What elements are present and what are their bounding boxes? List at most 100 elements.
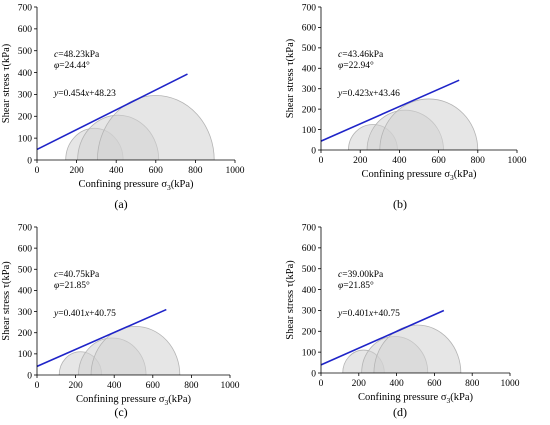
y-tick-label: 700 [302,223,317,233]
y-tick-label: 500 [302,44,317,54]
x-tick-label: 400 [109,166,124,176]
x-tick-label: 600 [431,156,446,166]
y-tick-label: 700 [18,223,33,233]
fit-equation: y=0.423x+43.46 [337,89,400,99]
fit-line [320,79,460,142]
chart-panel-c: 0 200 400 600 800 1000 0 100 200 300 400 500 600 700 C… [1,223,240,407]
chart-panel-b: 0 200 400 600 800 1000 0 100 200 300 400 500 600 700 C… [285,3,527,182]
y-tick-label: 400 [302,286,317,296]
y-tick-label: 500 [302,265,317,275]
x-tick-label: 600 [146,381,161,391]
x-axis-label-subscript: 3 [450,173,454,182]
y-tick-label: 300 [302,307,317,317]
friction-angle-annotation: φ=24.44° [54,60,90,71]
x-axis-label-subscript: 3 [164,398,168,407]
y-tick-label: 100 [18,350,33,360]
fit-equation: y=0.401x+40.75 [337,309,400,319]
x-tick-label: 200 [353,156,368,166]
x-tick-label: 0 [319,156,324,166]
y-axis-label: Shear stress τ(kPa) [285,38,296,118]
x-tick-label: 800 [465,379,480,389]
x-axis-label: Confining pressure σ3(kPa) [79,179,194,192]
x-tick-label: 1000 [226,166,245,176]
x-tick-label: 400 [389,379,404,389]
x-tick-label: 0 [319,379,324,389]
cohesion-annotation: c=48.23kPa [54,50,100,60]
y-tick-label: 700 [302,3,317,13]
mohr-circle-3 [373,324,462,373]
y-tick-label: 100 [302,126,317,136]
fit-line [36,73,188,151]
x-axis-label-unit: (kPa) [454,169,477,180]
y-tick-label: 200 [302,328,317,338]
x-tick-label: 600 [149,166,164,176]
y-axis-label: Shear stress τ(kPa) [1,261,12,341]
y-tick-label: 500 [18,266,33,276]
x-tick-label: 800 [184,381,199,391]
y-tick-label: 600 [18,25,33,35]
friction-angle-annotation: φ=21.85° [338,280,374,291]
cohesion-annotation: c=39.00kPa [338,270,384,280]
y-tick-label: 600 [302,244,317,254]
x-axis-label-main: Confining pressure σ [362,169,451,180]
fit-equation: y=0.454x+48.23 [53,89,116,99]
cohesion-annotation: c=43.46kPa [338,50,384,60]
x-axis-label: Confining pressure σ3(kPa) [358,392,473,405]
chart-panel-a: 0 200 400 600 800 1000 0 100 200 300 400 500 600 700 C… [1,3,245,192]
y-tick-label: 300 [18,91,33,101]
mohr-circle-3 [379,98,479,150]
x-tick-label: 200 [69,166,84,176]
y-tick-label: 400 [302,65,317,75]
fit-line [36,308,167,368]
x-tick-label: 600 [427,379,442,389]
x-axis-label-unit: (kPa) [168,394,191,405]
chart-panel-d: 0 200 400 600 800 1000 0 100 200 300 400 500 600 700 C… [285,223,520,405]
y-tick-label: 600 [302,24,317,34]
panel-caption-a: (a) [114,197,128,211]
friction-angle-annotation: φ=21.85° [54,280,90,291]
friction-angle-annotation: φ=22.94° [338,60,374,71]
y-tick-label: 100 [302,348,317,358]
y-tick-label: 400 [18,69,33,79]
x-axis-label: Confining pressure σ3(kPa) [76,394,191,407]
y-tick-label: 200 [18,113,33,123]
y-tick-label: 0 [27,156,32,166]
x-tick-label: 800 [471,156,486,166]
panel-caption-d: (d) [393,405,407,419]
panel-caption-c: (c) [114,405,128,419]
x-axis-label-subscript: 3 [446,396,450,405]
y-tick-label: 700 [18,3,33,13]
y-tick-label: 0 [311,369,316,379]
y-tick-label: 200 [302,105,317,115]
x-tick-label: 0 [35,381,40,391]
y-axis-label: Shear stress τ(kPa) [1,43,12,123]
y-tick-label: 200 [18,329,33,339]
x-axis-label-unit: (kPa) [171,179,194,190]
x-axis-label: Confining pressure σ3(kPa) [362,169,477,182]
x-axis-label-unit: (kPa) [450,392,473,403]
y-tick-label: 600 [18,244,33,254]
y-tick-label: 500 [18,47,33,57]
x-axis-label-main: Confining pressure σ [79,179,168,190]
y-tick-label: 300 [18,308,33,318]
x-tick-label: 200 [352,379,367,389]
x-tick-label: 0 [35,166,40,176]
x-tick-label: 400 [107,381,122,391]
x-axis-label-subscript: 3 [167,183,171,192]
fit-equation: y=0.401x+40.75 [53,309,116,319]
x-axis-label-main: Confining pressure σ [358,392,447,403]
y-tick-label: 0 [27,371,32,381]
x-tick-label: 800 [188,166,203,176]
y-axis-label: Shear stress τ(kPa) [285,260,296,340]
mohr-circle-3 [96,95,215,160]
y-tick-label: 300 [302,85,317,95]
x-tick-label: 200 [68,381,83,391]
fit-line [320,309,445,366]
x-tick-label: 1000 [221,381,240,391]
y-tick-label: 400 [18,287,33,297]
y-tick-label: 0 [311,146,316,156]
panel-caption-b: (b) [393,197,407,211]
x-axis-label-main: Confining pressure σ [76,394,165,405]
x-tick-label: 400 [392,156,407,166]
